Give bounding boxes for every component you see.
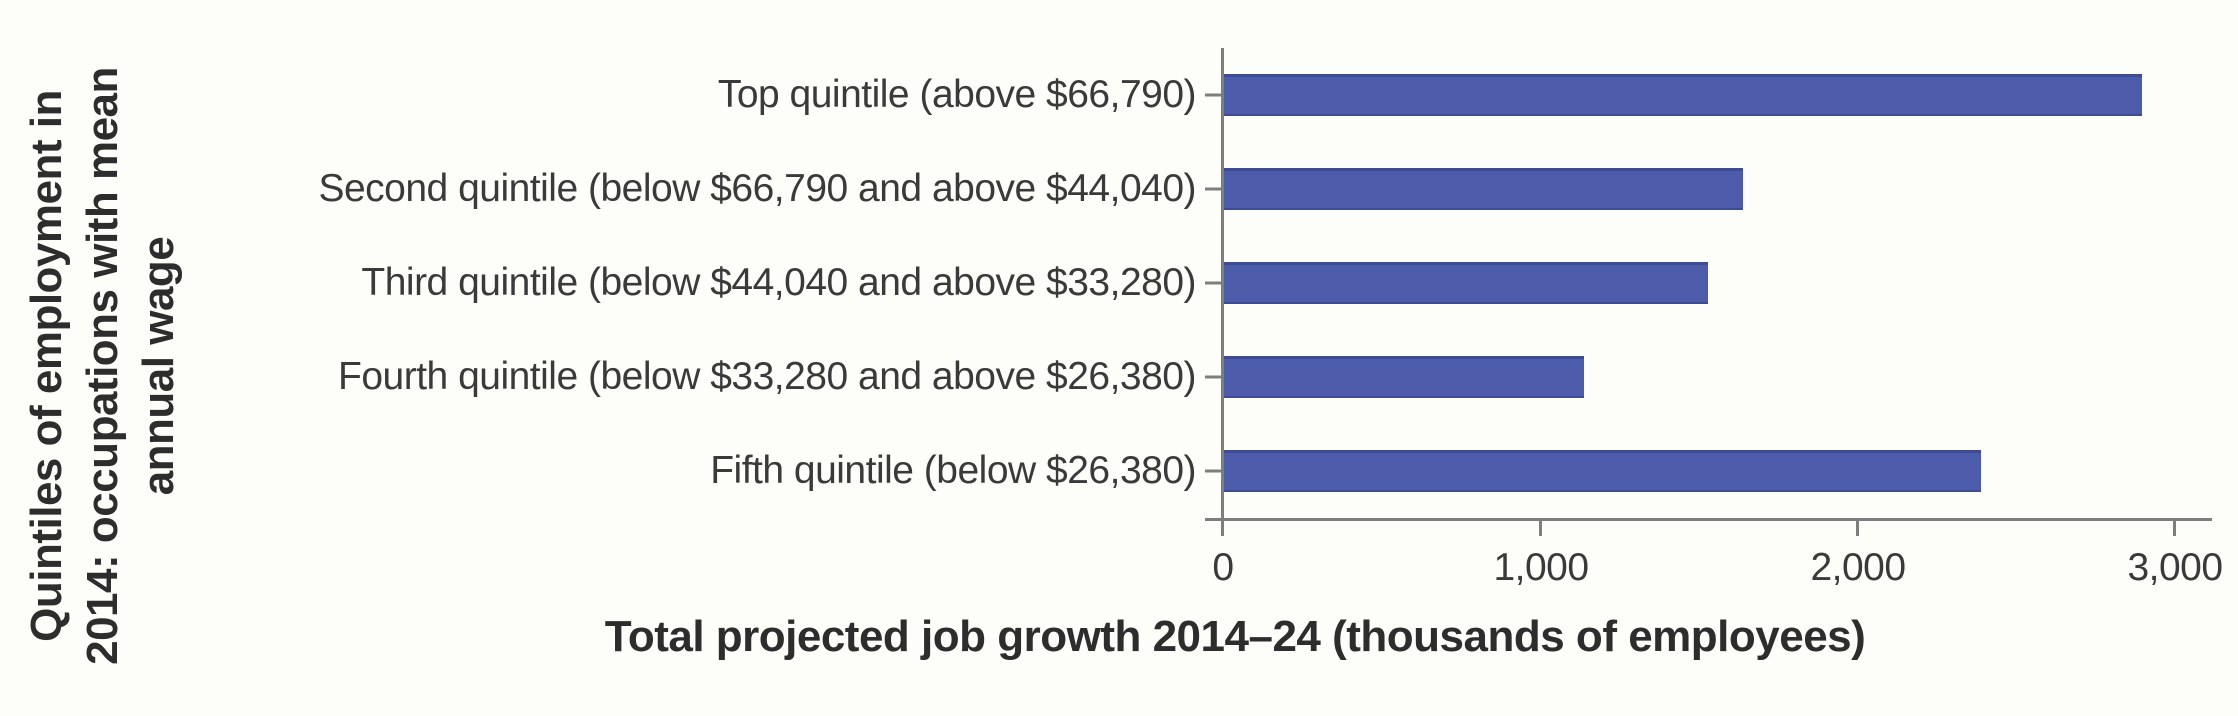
bar-row: Fourth quintile (below $33,280 and above…	[0, 330, 2238, 424]
bar-row: Second quintile (below $66,790 and above…	[0, 142, 2238, 236]
x-axis-line	[1205, 518, 2212, 521]
y-axis-line	[1221, 48, 1224, 521]
x-tick-label: 1,000	[1493, 546, 1589, 589]
bar-row: Third quintile (below $44,040 and above …	[0, 236, 2238, 330]
x-tick	[1856, 518, 1859, 536]
category-label: Fourth quintile (below $33,280 and above…	[338, 355, 1196, 398]
y-axis-tick	[1205, 375, 1223, 379]
bar	[1223, 450, 1981, 492]
x-tick-label: 2,000	[1810, 546, 1906, 589]
bar-row: Top quintile (above $66,790)	[0, 48, 2238, 142]
y-axis-tick	[1205, 93, 1223, 97]
x-tick-label: 3,000	[2127, 546, 2223, 589]
bar	[1223, 262, 1708, 304]
bar	[1223, 168, 1743, 210]
category-label: Top quintile (above $66,790)	[717, 73, 1197, 116]
y-axis-tick	[1205, 281, 1223, 285]
x-axis-title: Total projected job growth 2014–24 (thou…	[604, 612, 1866, 661]
category-label: Second quintile (below $66,790 and above…	[318, 167, 1196, 210]
plot-rows: Top quintile (above $66,790) Second quin…	[0, 48, 2238, 518]
x-tick	[1221, 518, 1224, 536]
x-tick-label: 0	[1212, 546, 1234, 589]
y-axis-tick	[1205, 469, 1223, 473]
category-label: Fifth quintile (below $26,380)	[710, 449, 1196, 492]
category-label: Third quintile (below $44,040 and above …	[361, 261, 1196, 304]
x-tick	[1539, 518, 1542, 536]
bar	[1223, 356, 1584, 398]
y-axis-tick	[1205, 187, 1223, 191]
bar	[1223, 74, 2142, 116]
x-tick	[2173, 518, 2176, 536]
bar-row: Fifth quintile (below $26,380)	[0, 424, 2238, 518]
